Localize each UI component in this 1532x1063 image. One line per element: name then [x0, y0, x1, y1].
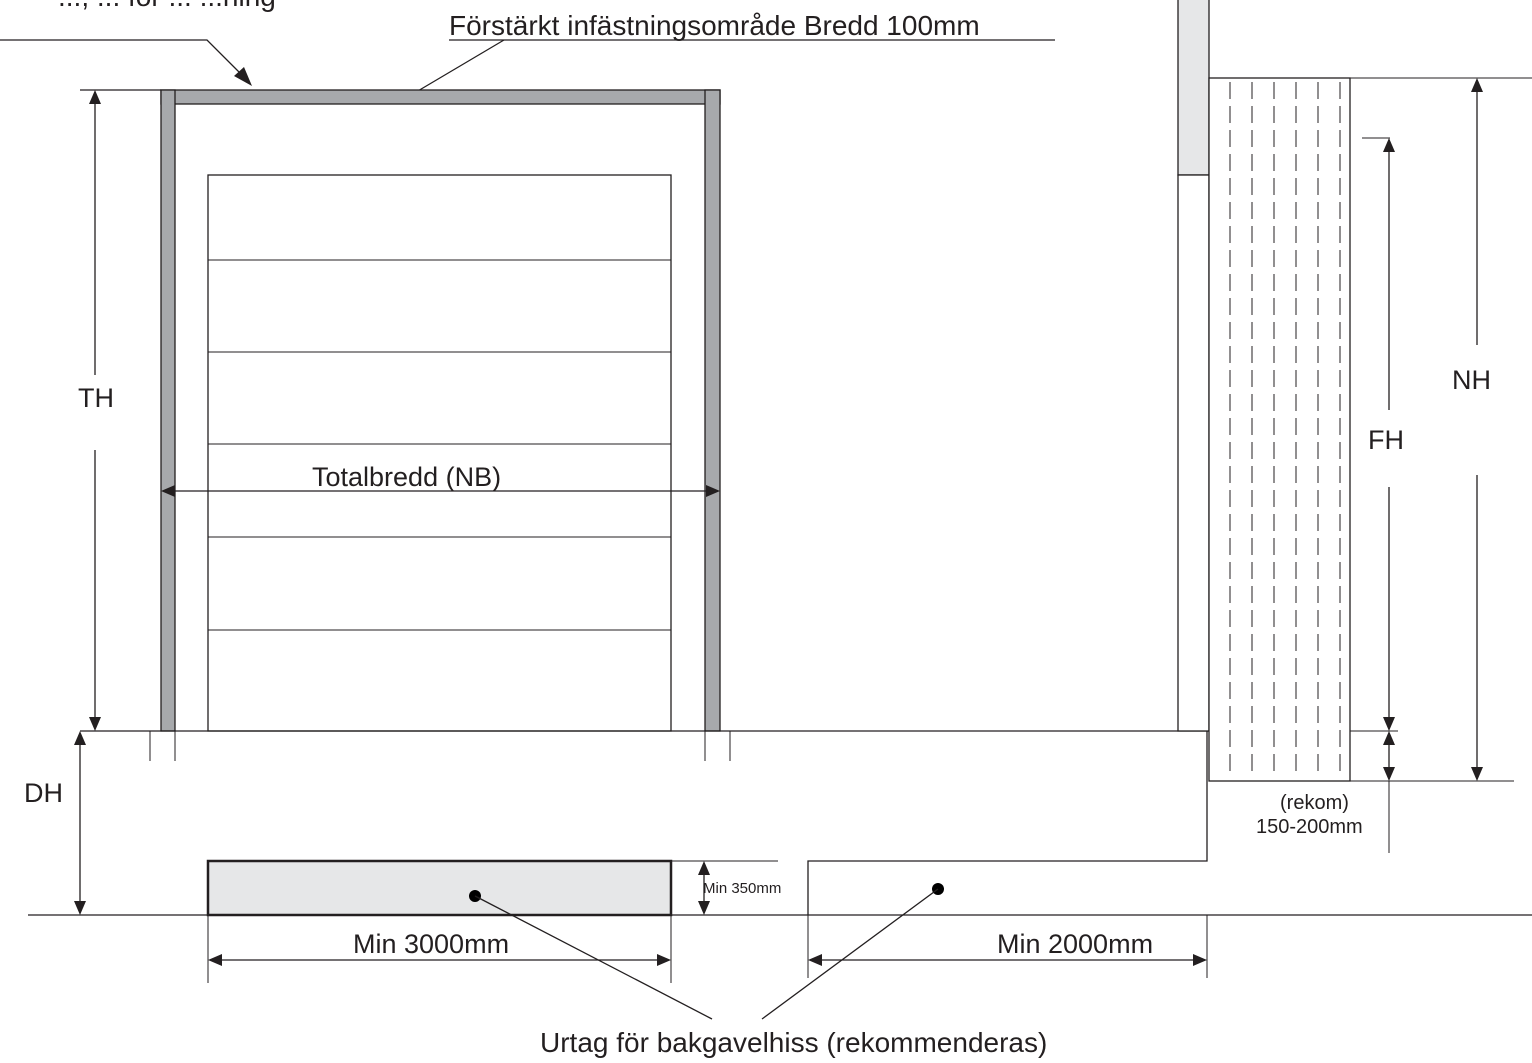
rekom-arrow-bottom [1383, 767, 1395, 781]
th-arrow-top [89, 90, 101, 104]
total-width-arrow-left [161, 485, 175, 497]
side-wall-jamb-top [1177, 0, 1210, 176]
top-leader-arrow [234, 67, 252, 86]
fh-arrow-top [1383, 138, 1395, 152]
nh-arrow-top [1471, 78, 1483, 92]
fh-arrow-bottom [1383, 717, 1395, 731]
frame-top-beam [160, 89, 721, 105]
dh-label: DH [24, 778, 63, 808]
min3000-arrow-right [657, 954, 671, 966]
frame-left-post [160, 89, 176, 732]
total-width-arrow-right [706, 485, 720, 497]
total-width-label: Totalbredd (NB) [312, 462, 501, 492]
top-cut-label: ..., ... för ... ...ning [58, 0, 276, 12]
min2000-arrow-left [808, 954, 822, 966]
dh-arrow-bottom [74, 901, 86, 915]
rekom-arrow-top [1383, 731, 1395, 745]
dock-seal-profile [1208, 77, 1351, 782]
th-label: TH [78, 383, 114, 413]
min350-arrow-top [698, 861, 710, 875]
frame-right-post [704, 89, 721, 732]
min2000-label: Min 2000mm [997, 929, 1153, 959]
nh-arrow-bottom [1471, 767, 1483, 781]
side-wall-jamb [1177, 174, 1210, 732]
door-leaf [207, 174, 672, 732]
reinforced-area-leader [405, 39, 505, 99]
min3000-arrow-left [208, 954, 222, 966]
dock-edge-outline [807, 731, 1208, 915]
recess-leader-right [761, 888, 939, 1020]
tail-lift-recess [206, 859, 673, 917]
nh-label: NH [1452, 365, 1491, 395]
recess-note-label: Urtag för bakgavelhiss (rekommenderas) [540, 1027, 1047, 1058]
fh-label: FH [1368, 425, 1404, 455]
top-leader-line [0, 39, 246, 79]
min2000-arrow-right [1193, 954, 1207, 966]
min3000-label: Min 3000mm [353, 929, 509, 959]
reinforced-area-label: Förstärkt infästningsområde Bredd 100mm [449, 10, 980, 41]
th-arrow-bottom [89, 717, 101, 731]
rekom-label: (rekom) [1280, 792, 1349, 814]
rekom-range-label: 150-200mm [1256, 816, 1363, 838]
min350-label: Min 350mm [703, 880, 781, 897]
dh-arrow-top [74, 731, 86, 745]
min350-arrow-bottom [698, 901, 710, 915]
recess-leader-left [474, 895, 713, 1020]
